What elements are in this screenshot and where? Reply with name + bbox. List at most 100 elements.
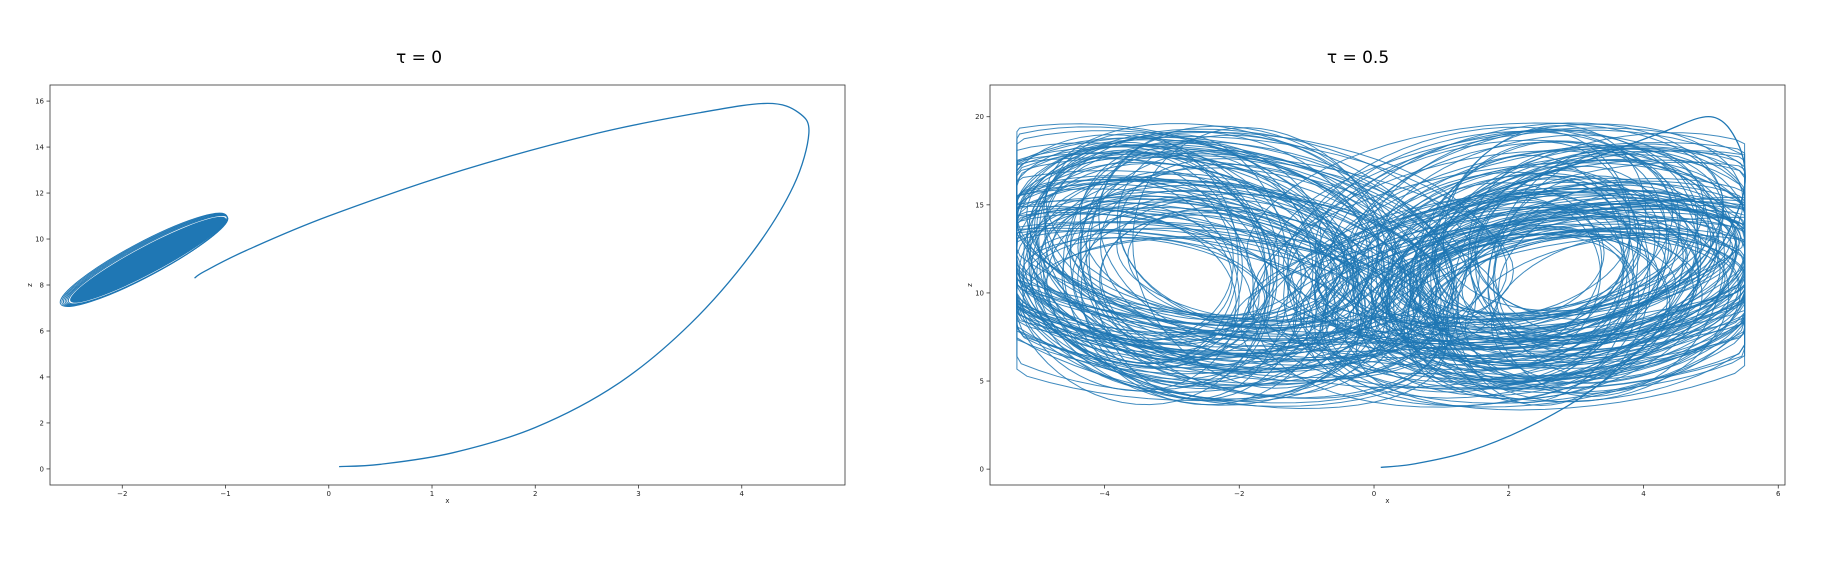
attractor-loop: [1355, 199, 1746, 390]
attractor-loop: [1079, 139, 1322, 318]
y-tick-label: 0: [980, 466, 984, 474]
attractor-loop: [1497, 189, 1746, 359]
attractor-loop: [1356, 149, 1738, 383]
y-tick-label: 10: [35, 236, 44, 244]
x-tick-label: 0: [327, 490, 331, 498]
y-tick-label: 2: [40, 419, 44, 427]
x-tick-label: 6: [1776, 490, 1781, 498]
attractor-loop: [1043, 128, 1480, 359]
attractor-loop: [1433, 132, 1746, 338]
attractor-loop: [1066, 206, 1344, 319]
attractor-loop: [1331, 236, 1726, 360]
attractor-loop: [1419, 206, 1641, 314]
attractor-loop: [1370, 234, 1740, 378]
x-tick-label: 2: [533, 490, 537, 498]
attractor-loop: [1070, 201, 1306, 321]
x-axis-label-right: x: [1385, 497, 1389, 505]
x-tick-label: 3: [636, 490, 640, 498]
attractor-loop: [1418, 177, 1714, 329]
y-tick-label: 14: [35, 144, 44, 152]
attractor-loop: [1369, 150, 1746, 362]
attractor-loop: [59, 212, 228, 307]
y-tick-label: 4: [40, 373, 45, 381]
attractor-loop: [1381, 189, 1740, 348]
attractor-loop: [1426, 227, 1746, 369]
attractor-loop: [1085, 149, 1412, 396]
attractor-loop: [1030, 176, 1271, 390]
attractor-loop: [1313, 206, 1667, 349]
attractor-loop: [1314, 129, 1699, 357]
attractor-loop: [1388, 194, 1746, 365]
x-tick-label: −1: [220, 490, 230, 498]
y-tick-label: 10: [975, 289, 984, 297]
attractor-loop: [1077, 209, 1444, 399]
x-axis-label-left: x: [445, 497, 449, 505]
attractor-loop: [1275, 215, 1746, 359]
attractor-loop: [1434, 178, 1634, 383]
y-tick-label: 6: [40, 327, 45, 335]
x-tick-label: −4: [1099, 490, 1110, 498]
y-tick-label: 12: [35, 190, 44, 198]
attractor-loop: [1240, 188, 1746, 389]
x-tick-label: 4: [1641, 490, 1646, 498]
plot-area-right: [989, 84, 1786, 486]
y-tick-label: 15: [975, 201, 984, 209]
attractor-loop: [1371, 196, 1746, 328]
attractor-loop: [1451, 169, 1651, 407]
attractor-loop: [1016, 135, 1508, 345]
y-axis-label-left: z: [26, 283, 34, 287]
x-tick-label: −2: [117, 490, 127, 498]
attractor-loop: [1442, 125, 1647, 331]
attractor-loop: [1286, 126, 1680, 383]
attractor-loop: [1247, 203, 1737, 344]
attractor-loop: [1411, 204, 1746, 344]
y-tick-label: 16: [35, 98, 44, 106]
attractor-loop: [1399, 199, 1605, 326]
y-tick-label: 0: [40, 465, 44, 473]
y-axis-label-right: z: [966, 283, 974, 287]
attractor-loop: [1116, 198, 1370, 321]
attractor-fill: [70, 216, 227, 303]
y-tick-label: 20: [975, 113, 984, 121]
attractor-loop: [1099, 214, 1329, 370]
attractor-loop: [1026, 198, 1349, 336]
attractor-loop: [1077, 167, 1442, 382]
attractor-loop: [1430, 130, 1639, 404]
attractor-loop: [1474, 159, 1720, 321]
x-tick-label: −2: [1234, 490, 1244, 498]
attractor-loop: [1079, 171, 1278, 359]
attractor-loop: [1338, 150, 1746, 342]
chart-panel-tau-0.5: τ = 0.5 x z −4 −2 0 2 4 6 0 5 10 15 20: [966, 48, 1786, 505]
attractor-loop: [1319, 216, 1746, 404]
attractor-loop: [1467, 148, 1746, 341]
attractor-loop: [1132, 127, 1390, 389]
chart-title-right: τ = 0.5: [1327, 48, 1389, 68]
attractor-loop: [1375, 166, 1656, 350]
attractor-loop: [1445, 229, 1695, 382]
attractor-loop: [1420, 218, 1672, 320]
y-tick-label: 5: [980, 378, 984, 386]
x-tick-label: 2: [1507, 490, 1511, 498]
x-tick-label: 4: [740, 490, 745, 498]
attractor-loop: [1392, 161, 1746, 389]
attractor-loop: [1016, 176, 1240, 392]
chart-title-left: τ = 0: [396, 48, 442, 68]
attractor-loop: [1379, 178, 1746, 349]
attractor-loop: [1069, 151, 1274, 388]
attractor-loop: [1410, 228, 1746, 403]
attractor-loop: [1380, 174, 1632, 321]
x-tick-label: 1: [430, 490, 434, 498]
attractor-loop: [1355, 233, 1746, 411]
y-tick-label: 8: [40, 282, 44, 290]
attractor-loop: [1022, 195, 1355, 388]
ticks-right: −4 −2 0 2 4 6 0 5 10 15 20: [975, 113, 1781, 498]
attractor-loop: [1036, 173, 1366, 406]
attractor-loop: [1026, 131, 1497, 344]
attractor-loop: [1016, 205, 1388, 329]
attractor-loop: [1029, 149, 1243, 364]
attractor-loop: [1272, 127, 1746, 324]
attractor-loop: [1051, 184, 1403, 342]
